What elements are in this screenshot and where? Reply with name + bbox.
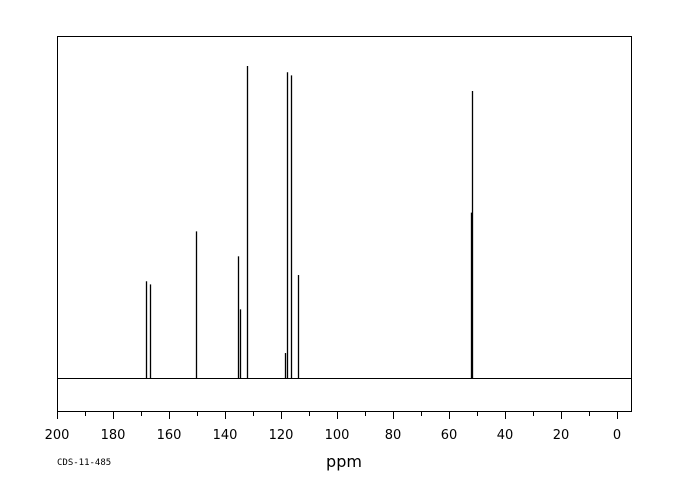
x-tick-label: 40 <box>497 428 514 443</box>
x-tick-label: 160 <box>157 428 182 443</box>
x-tick-label: 140 <box>213 428 238 443</box>
plot-frame <box>57 36 632 412</box>
x-tick-label: 180 <box>101 428 126 443</box>
x-tick-label: 0 <box>613 428 621 443</box>
spectrum-code: CDS-11-485 <box>57 458 111 468</box>
peaks-group <box>145 66 474 379</box>
x-tick-label: 60 <box>441 428 458 443</box>
x-tick-label: 100 <box>325 428 350 443</box>
x-tick-label: 80 <box>385 428 402 443</box>
x-tick-label: 20 <box>553 428 570 443</box>
x-tick-label: 200 <box>45 428 70 443</box>
x-tick-label: 120 <box>269 428 294 443</box>
x-axis-label: ppm <box>326 452 362 471</box>
x-axis-ticks: 200 180 160 140 120 100 80 60 40 20 0 <box>45 411 621 443</box>
